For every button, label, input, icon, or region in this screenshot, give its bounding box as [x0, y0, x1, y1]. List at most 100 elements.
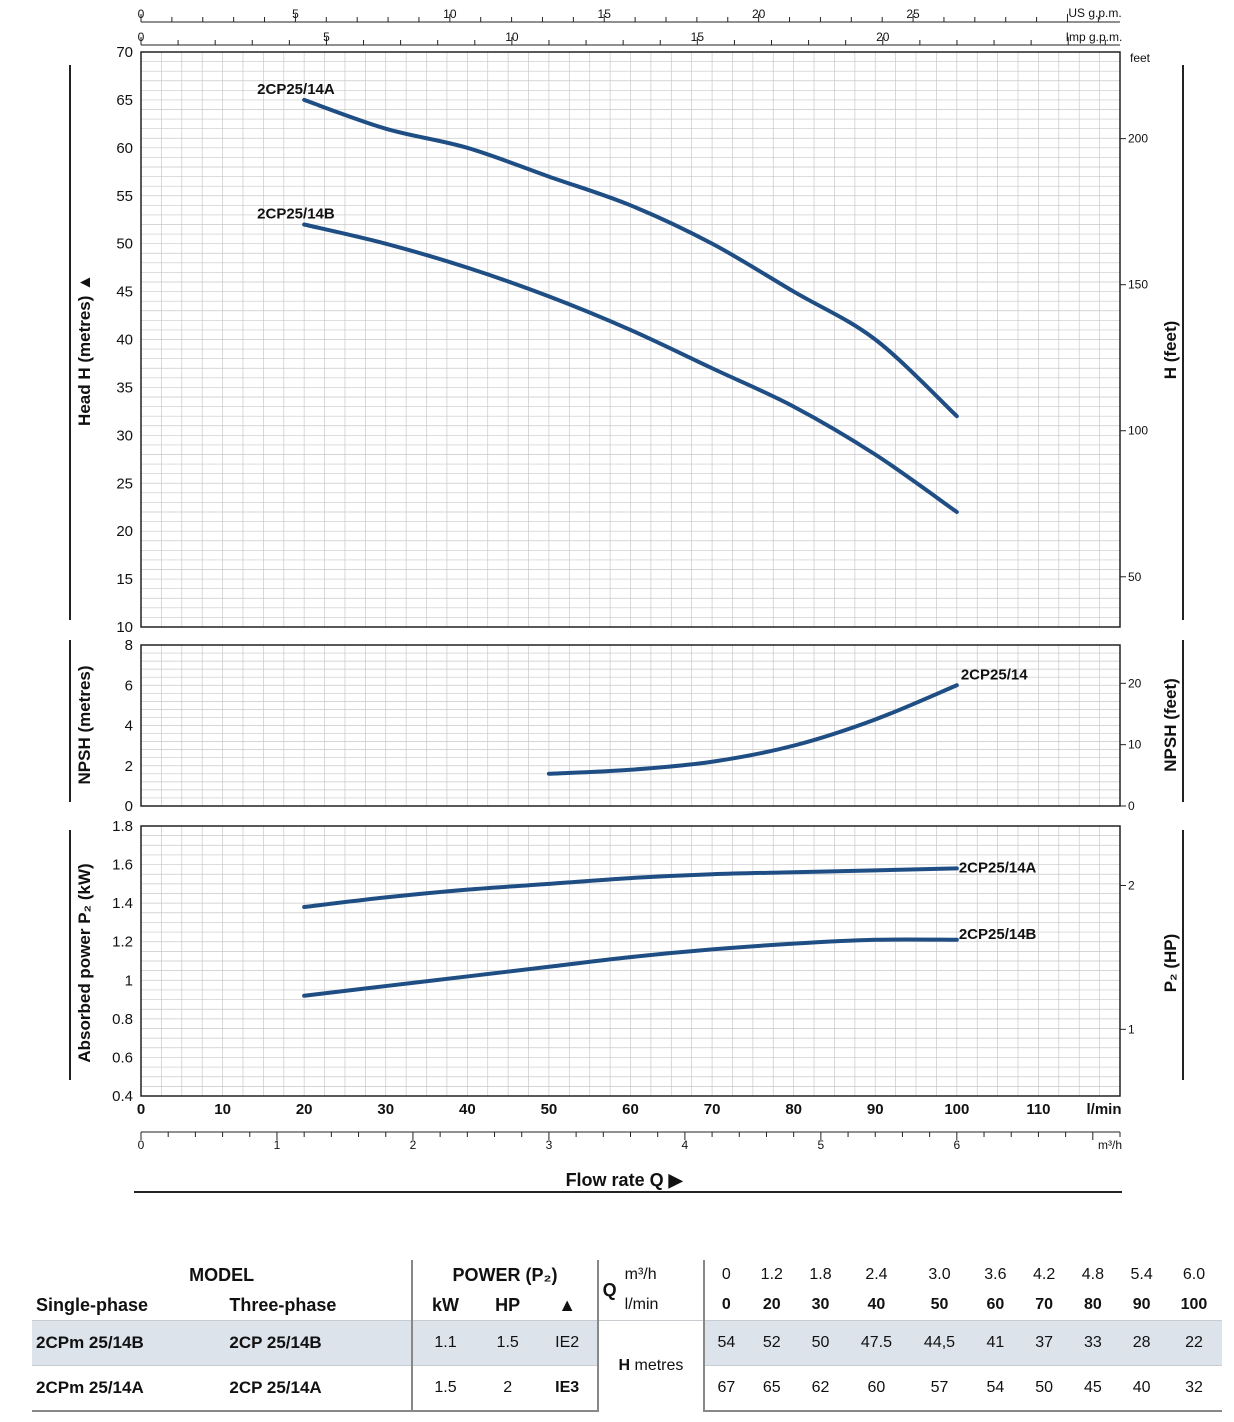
- y-tick-label: 1: [125, 972, 133, 989]
- row-a-h-8: 40: [1117, 1365, 1166, 1412]
- q-m3h-9: 6.0: [1182, 1266, 1206, 1283]
- x-tick-label-lmin: 40: [459, 1101, 476, 1118]
- right-tick-label: 100: [1128, 424, 1148, 438]
- x-tick-label-lmin: 50: [541, 1101, 558, 1118]
- right-tick-label: 10: [1128, 738, 1142, 752]
- y-tick-label: 45: [116, 284, 133, 301]
- x-tick-label-usgpm: 25: [906, 7, 920, 21]
- plot-frame: [140, 644, 1121, 807]
- q-m3h-0: 0: [721, 1266, 731, 1283]
- table-q-label: Q: [602, 1279, 617, 1300]
- table-lmin-label: l/min: [620, 1290, 706, 1321]
- q-m3h-4: 3.0: [928, 1266, 951, 1283]
- x-axis-unit-lmin: l/min: [1086, 1101, 1121, 1118]
- x-tick-label-m3h: 3: [546, 1138, 553, 1152]
- y-tick-label: 2: [125, 758, 133, 775]
- q-m3h-7: 4.8: [1081, 1266, 1104, 1283]
- x-tick-label-impgpm: 0: [138, 30, 145, 44]
- y-tick-label: 55: [116, 188, 133, 205]
- x-tick-label-lmin: 80: [785, 1101, 802, 1118]
- chart-panel-power: 0.4 0.6 0.8 1 1.2 1.4 1.6 1.8 1 2 Absorbed power P…: [69, 818, 1184, 1105]
- q-m3h-8: 5.4: [1130, 1266, 1153, 1283]
- table-h-label: H: [618, 1357, 631, 1374]
- q-lmin-2: 30: [811, 1296, 830, 1313]
- row-a-h-7: 45: [1068, 1365, 1118, 1412]
- table-hp-header: HP: [495, 1294, 521, 1315]
- row-b-h-8: 28: [1117, 1320, 1166, 1366]
- x-tick-label-lmin: 30: [377, 1101, 394, 1118]
- plot-frame: [140, 51, 1121, 628]
- y-tick-label: 1.2: [112, 934, 133, 951]
- q-m3h-1: 1.2: [760, 1266, 783, 1283]
- row-b-h-4: 44,5: [907, 1320, 972, 1366]
- pump-performance-chart: 1015202530354045505560657050100150200fee…: [69, 6, 1184, 1193]
- x-tick-label-lmin: 60: [622, 1101, 639, 1118]
- y-tick-label: 70: [116, 44, 133, 61]
- chart-panel-head: 10 15 20 25 30 35 40 45 50 55 60 65 70 50 100 150 200 fee…: [69, 44, 1184, 636]
- x-tick-label-lmin: 110: [1026, 1101, 1050, 1118]
- y-tick-label: 1.4: [112, 895, 133, 912]
- table-three-phase-header: Three-phase: [225, 1290, 414, 1321]
- table-metres-label: metres: [634, 1357, 684, 1374]
- row-b-h-5: 41: [971, 1320, 1020, 1366]
- x-tick-label-usgpm: 20: [752, 7, 766, 21]
- q-m3h-5: 3.6: [984, 1266, 1007, 1283]
- right-tick-label: 150: [1128, 278, 1148, 292]
- q-lmin-8: 90: [1132, 1296, 1151, 1313]
- x-tick-label-impgpm: 20: [876, 30, 890, 44]
- performance-table: MODEL POWER (P₂) Q m³/h 0 1.2 1.8 2.4 3.…: [32, 1260, 1222, 1412]
- q-lmin-0: 0: [721, 1296, 731, 1313]
- y-tick-label: 65: [116, 92, 133, 109]
- x-axis-title: Flow rate Q ▶: [566, 1170, 684, 1190]
- row-b-h-6: 37: [1019, 1320, 1069, 1366]
- row-b-h-0: 54: [704, 1320, 748, 1366]
- q-m3h-3: 2.4: [865, 1266, 888, 1283]
- x-tick-label-lmin: 90: [867, 1101, 884, 1118]
- y-tick-label: 0: [125, 798, 133, 815]
- x-tick-label-usgpm: 5: [292, 7, 299, 21]
- x-tick-label-impgpm: 5: [323, 30, 330, 44]
- y-tick-label: 10: [116, 619, 133, 636]
- row-b-three: 2CP 25/14B: [225, 1320, 414, 1366]
- q-m3h-6: 4.2: [1033, 1266, 1056, 1283]
- row-a-h-3: 60: [844, 1365, 908, 1412]
- y-axis-title: NPSH (metres): [75, 665, 94, 784]
- row-a-kw: 1.5: [412, 1365, 478, 1412]
- y-tick-label: 1.6: [112, 857, 133, 874]
- table-ie-header: ▲: [537, 1290, 599, 1321]
- y-tick-label: 20: [116, 523, 133, 540]
- x-tick-label-m3h: 2: [410, 1138, 417, 1152]
- series-label: 2CP25/14B: [959, 926, 1037, 943]
- x-tick-label-lmin: 10: [214, 1101, 231, 1118]
- x-tick-label-lmin: 70: [704, 1101, 721, 1118]
- right-tick-label: 0: [1128, 799, 1135, 813]
- row-a-h-2: 62: [796, 1365, 845, 1412]
- row-a-h-6: 50: [1019, 1365, 1069, 1412]
- row-b-kw: 1.1: [412, 1320, 478, 1366]
- y-tick-label: 35: [116, 379, 133, 396]
- y-tick-label: 0.8: [112, 1011, 133, 1028]
- q-lmin-6: 70: [1035, 1296, 1054, 1313]
- right-tick-label: 200: [1128, 132, 1148, 146]
- row-a-single: 2CPm 25/14A: [32, 1365, 226, 1412]
- table-power-header: POWER (P₂): [412, 1260, 599, 1290]
- x-tick-label-lmin: 20: [296, 1101, 313, 1118]
- x-axis-unit-m3h: m³/h: [1098, 1138, 1122, 1152]
- row-a-h-0: 67: [704, 1365, 748, 1412]
- row-b-hp: 1.5: [477, 1320, 538, 1366]
- x-tick-label-impgpm: 15: [691, 30, 705, 44]
- series-label: 2CP25/14B: [257, 206, 335, 223]
- table-kw-header: kW: [432, 1294, 460, 1315]
- y-tick-label: 60: [116, 140, 133, 157]
- x-tick-label-usgpm: 10: [443, 7, 457, 21]
- y-tick-label: 1.8: [112, 818, 133, 835]
- y-tick-label: 30: [116, 427, 133, 444]
- series-label: 2CP25/14: [961, 666, 1028, 683]
- y-tick-label: 50: [116, 236, 133, 253]
- x-axis-unit-usgpm: US g.p.m.: [1068, 6, 1121, 20]
- row-a-hp: 2: [477, 1365, 538, 1412]
- row-a-h-4: 57: [907, 1365, 972, 1412]
- row-b-h-9: 22: [1165, 1320, 1222, 1366]
- y-axis-title: Absorbed power P₂ (kW): [75, 863, 94, 1062]
